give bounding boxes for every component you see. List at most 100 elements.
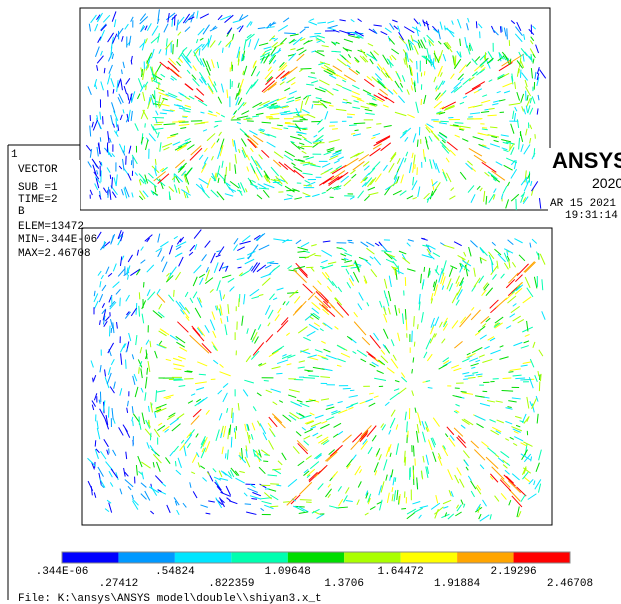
vector-arrow	[111, 359, 114, 365]
vector-arrow	[524, 144, 530, 154]
vector-arrow	[497, 261, 498, 269]
vector-arrow	[312, 104, 313, 108]
vector-arrow	[511, 169, 517, 178]
vector-arrow	[370, 59, 373, 64]
vector-arrow	[378, 64, 383, 70]
vector-arrow	[516, 425, 520, 427]
vector-arrow	[426, 339, 431, 350]
vector-arrow	[109, 503, 112, 513]
vector-arrow	[343, 495, 347, 502]
vector-arrow	[294, 170, 304, 178]
vector-arrow	[257, 195, 262, 199]
vector-arrow	[200, 14, 209, 19]
vector-arrow	[404, 58, 406, 64]
vector-arrow	[138, 456, 142, 467]
vector-arrow	[166, 359, 171, 360]
vector-arrow	[95, 440, 96, 446]
vector-arrow	[157, 462, 161, 472]
vector-arrow	[397, 490, 398, 500]
vector-arrow	[158, 234, 160, 243]
vector-arrow	[374, 396, 379, 398]
vector-arrow	[244, 39, 246, 50]
vector-arrow	[464, 460, 468, 466]
vector-arrow	[481, 442, 488, 448]
vector-arrow	[363, 90, 371, 94]
vector-arrow	[298, 251, 306, 252]
vector-arrow	[274, 346, 284, 352]
vector-arrow	[240, 182, 244, 192]
vector-arrow	[290, 49, 295, 50]
vector-arrow	[273, 103, 277, 105]
vector-arrow	[271, 389, 281, 392]
vector-arrow	[147, 23, 151, 30]
vector-arrow	[190, 245, 195, 251]
vector-arrow	[154, 128, 163, 129]
vector-arrow	[424, 352, 427, 358]
vector-arrow	[194, 265, 202, 273]
vector-arrow	[322, 163, 330, 167]
vector-field	[86, 9, 545, 521]
vector-arrow	[314, 135, 318, 137]
vector-arrow	[434, 507, 443, 514]
vector-arrow	[343, 435, 352, 443]
vector-arrow	[426, 455, 428, 465]
vector-arrow	[139, 292, 140, 299]
vector-arrow	[100, 30, 105, 40]
vector-arrow	[262, 501, 272, 504]
vector-arrow	[451, 365, 459, 368]
vector-arrow	[238, 83, 239, 88]
vector-arrow	[337, 345, 345, 349]
vector-arrow	[108, 273, 112, 276]
vector-arrow	[460, 39, 461, 46]
vector-arrow	[369, 403, 376, 406]
vector-arrow	[170, 134, 178, 136]
vector-arrow	[431, 131, 439, 139]
vector-arrow	[307, 469, 315, 476]
vector-arrow	[462, 139, 468, 142]
vector-arrow	[198, 462, 200, 467]
vector-arrow	[178, 458, 181, 468]
vector-arrow	[351, 403, 358, 406]
vector-arrow	[305, 180, 310, 183]
vector-arrow	[436, 495, 438, 503]
vector-arrow	[103, 116, 104, 124]
vector-arrow	[294, 270, 307, 283]
vector-arrow	[391, 410, 395, 417]
vector-arrow	[252, 116, 259, 117]
vector-arrow	[298, 443, 308, 454]
vector-arrow	[367, 94, 375, 98]
vector-arrow	[319, 176, 334, 186]
vector-arrow	[269, 351, 279, 357]
vector-arrow	[504, 263, 508, 269]
vector-arrow	[227, 28, 232, 34]
vector-arrow	[265, 265, 271, 268]
vector-arrow	[284, 88, 290, 91]
vector-arrow	[156, 178, 165, 185]
vector-arrow	[518, 511, 521, 517]
vector-arrow	[272, 414, 282, 423]
vector-arrow	[94, 492, 96, 497]
vector-arrow	[133, 421, 134, 426]
vector-arrow	[282, 78, 286, 81]
vector-arrow	[513, 316, 521, 321]
vector-arrow	[179, 58, 183, 63]
vector-arrow	[341, 259, 346, 260]
vector-arrow	[310, 413, 315, 415]
vector-arrow	[362, 337, 370, 345]
vector-arrow	[463, 504, 464, 508]
vector-arrow	[384, 290, 386, 298]
vector-arrow	[218, 178, 219, 183]
vector-arrow	[384, 459, 387, 470]
vector-arrow	[450, 150, 456, 156]
vector-arrow	[299, 128, 308, 129]
vector-arrow	[93, 165, 97, 176]
vector-arrow	[196, 387, 204, 390]
vector-arrow	[240, 79, 243, 89]
vector-arrow	[175, 461, 176, 466]
vector-arrow	[351, 174, 356, 178]
vector-arrow	[210, 40, 215, 47]
vector-arrow	[93, 120, 97, 131]
vector-arrow	[390, 393, 399, 400]
vector-arrow	[513, 304, 517, 307]
vector-arrow	[245, 424, 247, 432]
